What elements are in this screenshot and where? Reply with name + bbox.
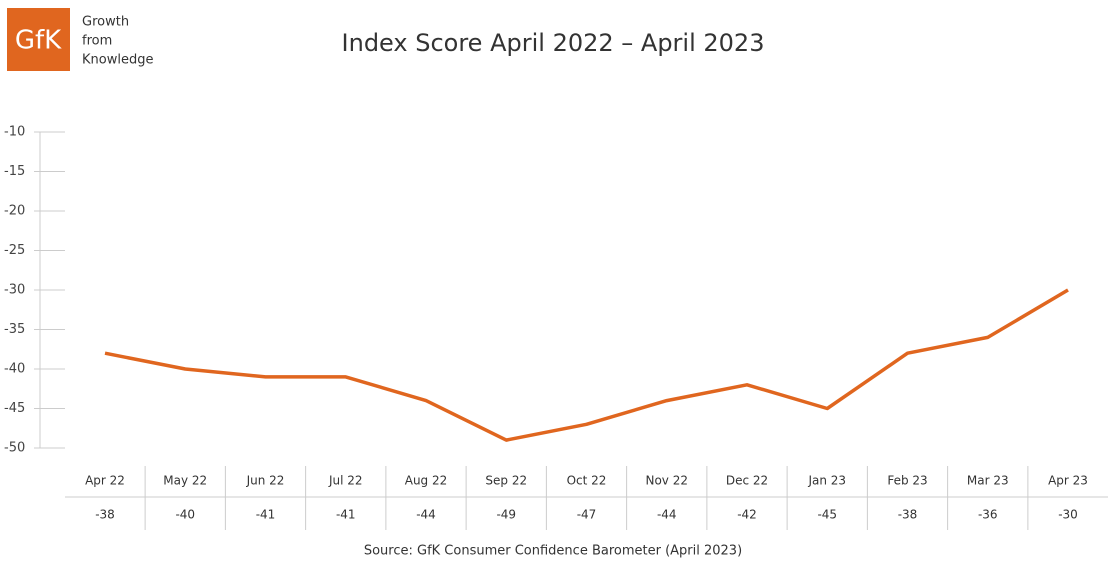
x-tick-label: Sep 22 (485, 474, 527, 488)
logo-tagline: from (82, 34, 112, 49)
x-tick-label: Apr 22 (85, 474, 125, 488)
x-tick-label: Dec 22 (726, 474, 768, 488)
value-label: -40 (175, 508, 195, 522)
value-label: -42 (737, 508, 757, 522)
value-label: -36 (978, 508, 998, 522)
value-label: -41 (256, 508, 276, 522)
value-label: -30 (1058, 508, 1078, 522)
y-tick-label: -25 (4, 243, 25, 258)
x-tick-label: Jan 23 (807, 474, 846, 488)
y-tick-label: -40 (4, 362, 25, 377)
source-note: Source: GfK Consumer Confidence Baromete… (364, 544, 742, 559)
chart-title: Index Score April 2022 – April 2023 (342, 29, 765, 57)
value-label: -44 (416, 508, 436, 522)
logo-tagline: Growth (82, 15, 129, 30)
x-tick-label: Jun 22 (246, 474, 285, 488)
x-tick-label: May 22 (163, 474, 207, 488)
x-tick-label: Apr 23 (1048, 474, 1088, 488)
value-label: -47 (577, 508, 597, 522)
x-tick-label: Feb 23 (887, 474, 927, 488)
value-label: -41 (336, 508, 356, 522)
y-tick-label: -50 (4, 441, 25, 456)
x-tick-label: Nov 22 (645, 474, 688, 488)
logo-mark: GfK (15, 26, 62, 56)
y-tick-label: -35 (4, 322, 25, 337)
x-tick-label: Oct 22 (567, 474, 607, 488)
y-tick-label: -20 (4, 204, 25, 219)
value-label: -38 (898, 508, 918, 522)
logo-box (7, 8, 70, 71)
x-tick-label: Aug 22 (405, 474, 448, 488)
y-tick-label: -15 (4, 164, 25, 179)
data-line (104, 288, 1069, 442)
value-label: -38 (95, 508, 115, 522)
value-label: -44 (657, 508, 677, 522)
x-tick-label: Mar 23 (967, 474, 1009, 488)
y-tick-label: -10 (4, 125, 25, 140)
y-tick-label: -30 (4, 283, 25, 298)
value-label: -49 (496, 508, 516, 522)
y-tick-label: -45 (4, 401, 25, 416)
value-label: -45 (817, 508, 837, 522)
logo-tagline: Knowledge (82, 53, 153, 68)
x-tick-label: Jul 22 (328, 474, 363, 488)
